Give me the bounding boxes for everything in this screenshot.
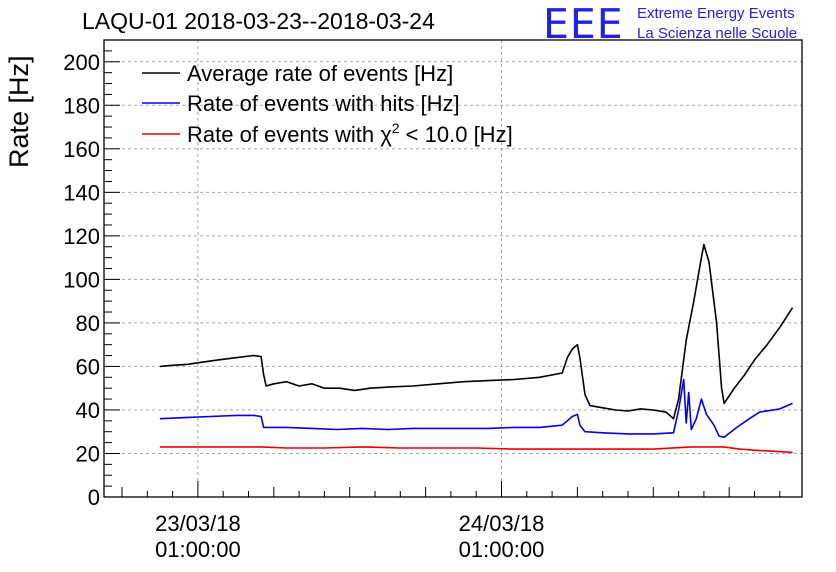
y-tick-label: 180 bbox=[63, 93, 100, 118]
y-tick-label: 160 bbox=[63, 137, 100, 162]
grid-lines bbox=[104, 40, 802, 497]
x-tick-label-time: 01:00:00 bbox=[459, 537, 545, 562]
series-lines bbox=[159, 243, 794, 454]
legend-label-3: Rate of events with χ2 < 10.0 [Hz] bbox=[187, 120, 513, 147]
legend: Average rate of events [Hz] Rate of event… bbox=[142, 61, 513, 147]
series-line-2 bbox=[159, 378, 793, 439]
x-tick-label-date: 23/03/18 bbox=[155, 511, 241, 536]
eee-logo: EEE bbox=[543, 0, 624, 48]
y-axis: 0 20 40 60 80 100 120 140 160 180 200 bbox=[63, 39, 120, 510]
y-tick-label: 60 bbox=[76, 354, 100, 379]
x-tick-label-date: 24/03/18 bbox=[459, 511, 545, 536]
y-tick-label: 200 bbox=[63, 50, 100, 75]
x-tick-label-time: 01:00:00 bbox=[155, 537, 241, 562]
y-tick-label: 80 bbox=[76, 311, 100, 336]
y-tick-label: 40 bbox=[76, 398, 100, 423]
y-tick-label: 120 bbox=[63, 224, 100, 249]
series-line-3 bbox=[159, 446, 793, 454]
series-line-1 bbox=[159, 243, 794, 420]
chart-title: LAQU-01 2018-03-23--2018-03-24 bbox=[82, 8, 435, 34]
y-tick-label: 140 bbox=[63, 180, 100, 205]
y-axis-label: Rate [Hz] bbox=[4, 55, 34, 168]
logo-line-1: Extreme Energy Events bbox=[637, 5, 795, 22]
y-tick-label: 0 bbox=[88, 485, 100, 510]
logo-line-2: La Scienza nelle Scuole bbox=[637, 25, 798, 42]
legend-label-2: Rate of events with hits [Hz] bbox=[187, 91, 460, 116]
legend-label-1: Average rate of events [Hz] bbox=[187, 61, 453, 86]
y-tick-label: 100 bbox=[63, 267, 100, 292]
y-tick-label: 20 bbox=[76, 441, 100, 466]
